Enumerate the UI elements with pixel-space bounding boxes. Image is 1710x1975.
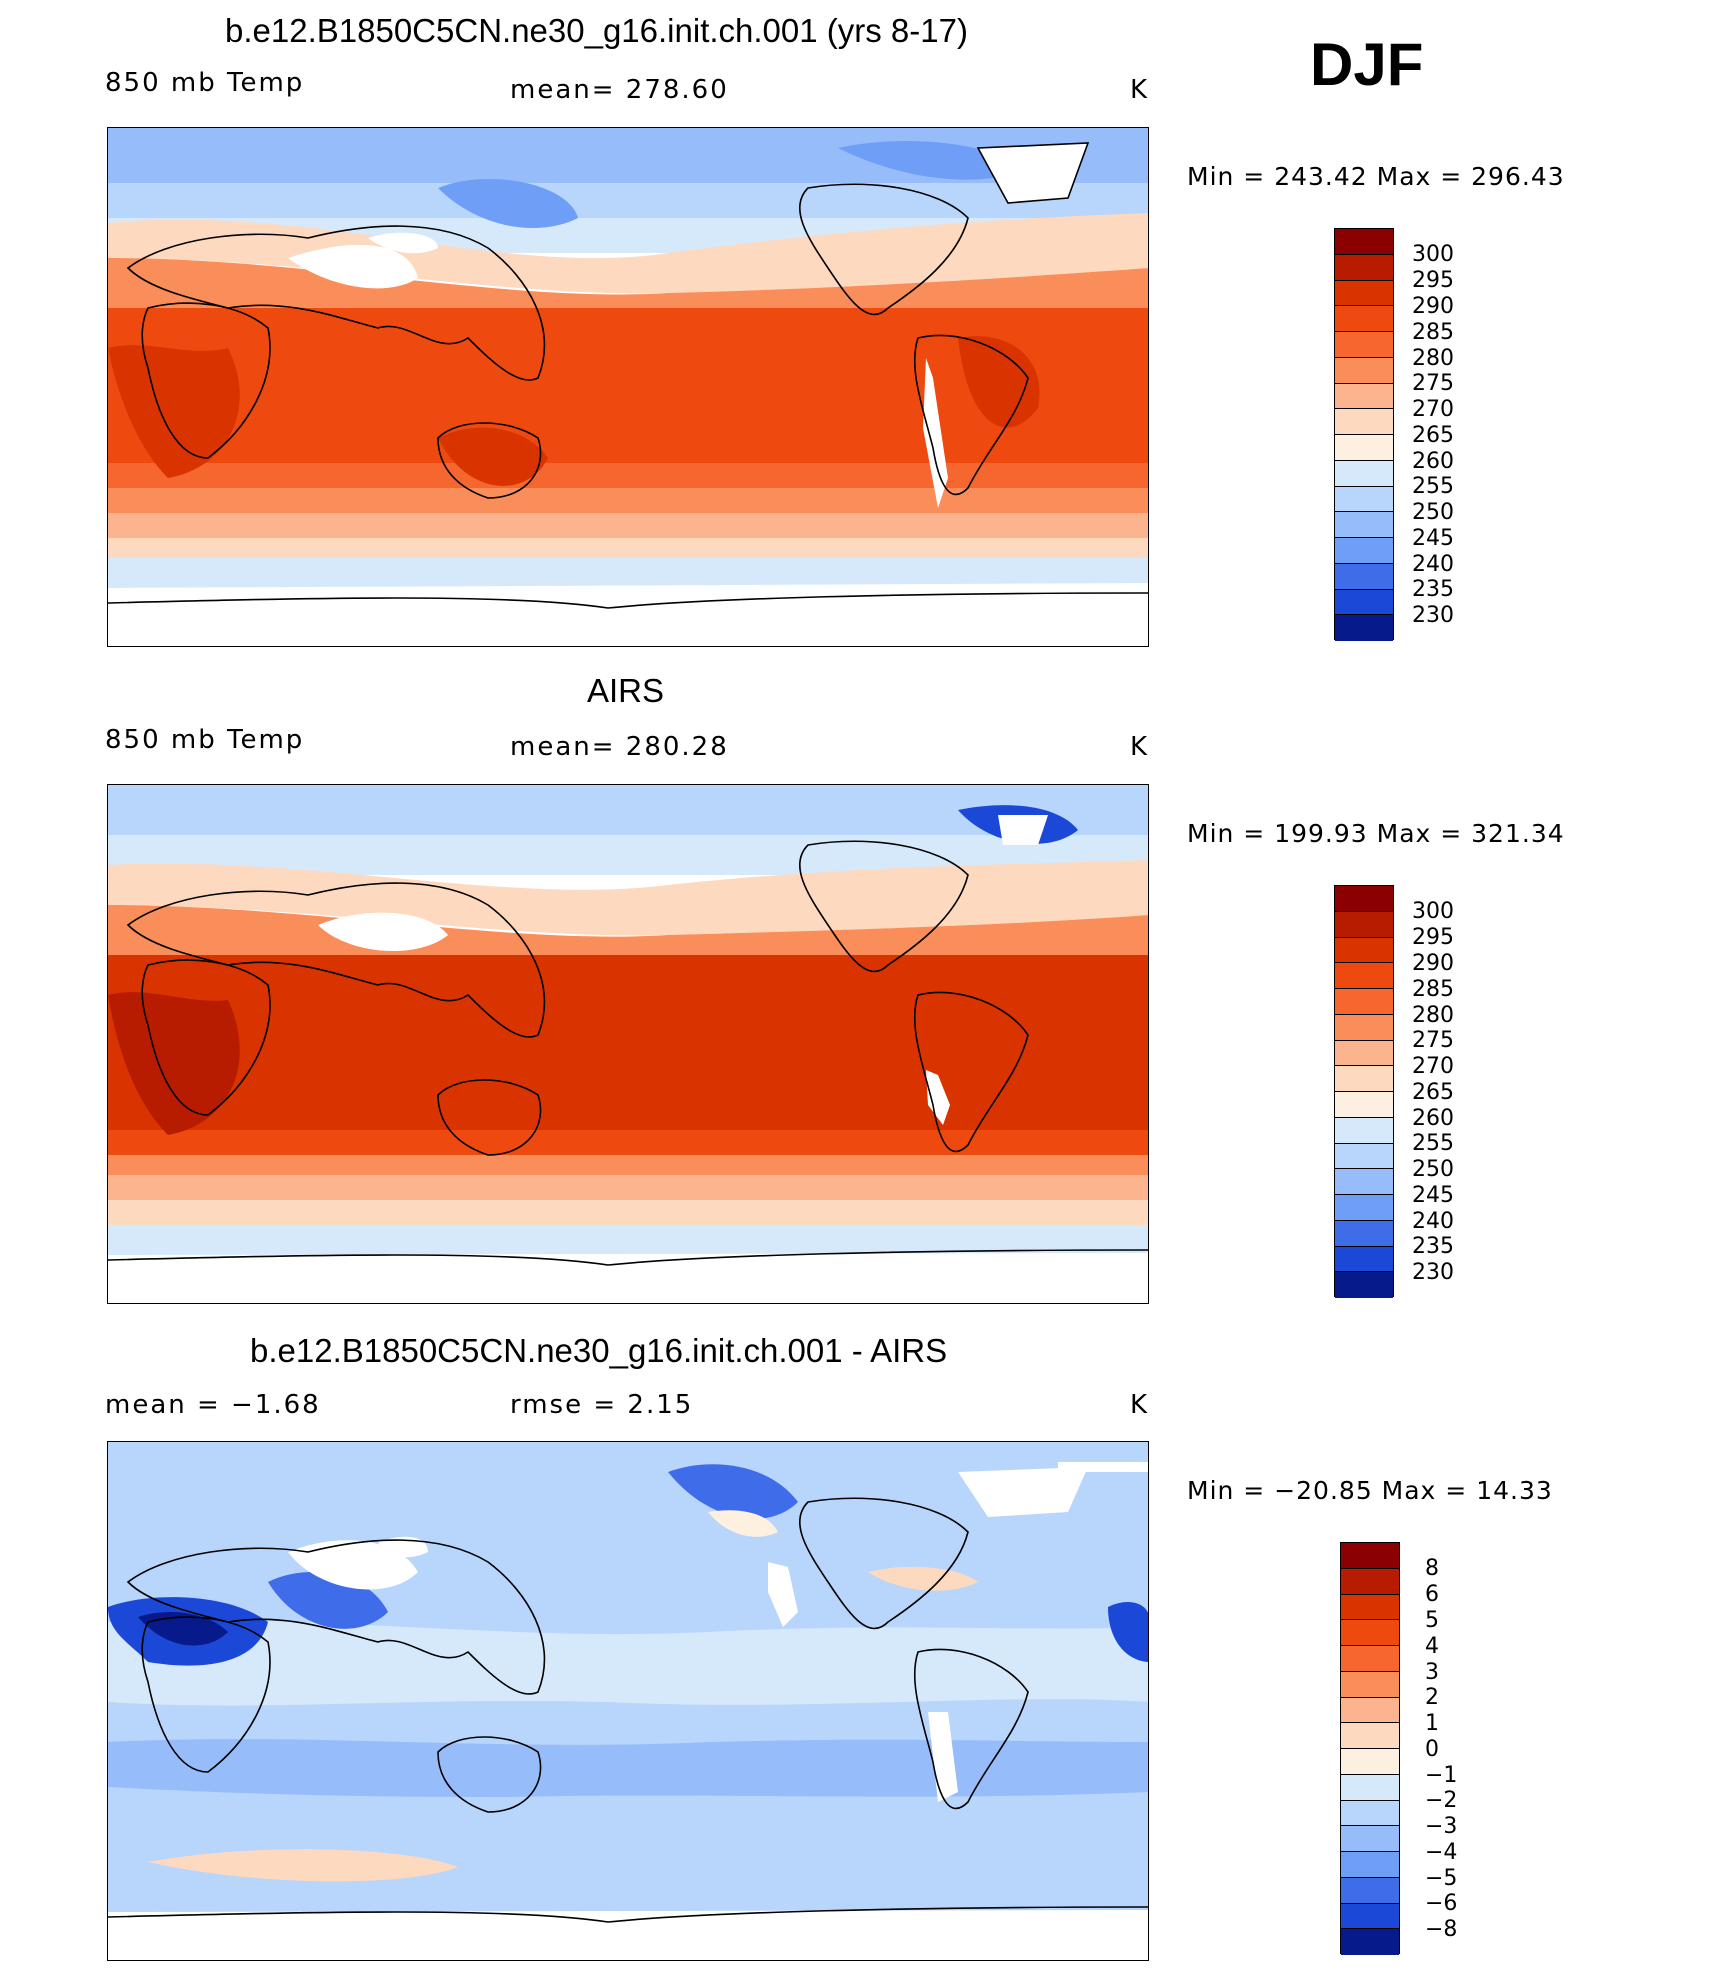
colorbar-tick: 5 (1425, 1608, 1439, 1633)
map-panel (107, 784, 1149, 1304)
colorbar (1340, 1542, 1400, 1955)
colorbar-tick: 275 (1412, 1028, 1454, 1053)
colorbar-tick: 290 (1412, 951, 1454, 976)
panel-title: b.e12.B1850C5CN.ne30_g16.init.ch.001 - A… (250, 1332, 948, 1369)
panel-title: AIRS (587, 672, 665, 709)
colorbar-tick: 240 (1412, 1209, 1454, 1234)
colorbar-tick: −3 (1425, 1814, 1458, 1839)
colorbar-tick: −1 (1425, 1763, 1458, 1788)
colorbar-tick: 255 (1412, 1131, 1454, 1156)
colorbar-tick: 245 (1412, 526, 1454, 551)
map-panel (107, 127, 1149, 647)
colorbar-tick: 2 (1425, 1685, 1439, 1710)
temperature-map (108, 128, 1148, 646)
temperature-map (108, 785, 1148, 1303)
colorbar-tick: 235 (1412, 577, 1454, 602)
min-max-label: Min = 243.42 Max = 296.43 (1187, 162, 1565, 191)
colorbar-tick: 285 (1412, 320, 1454, 345)
colorbar-tick: −5 (1425, 1866, 1458, 1891)
colorbar-tick: 270 (1412, 1054, 1454, 1079)
mean-label: mean = −1.68 (105, 1390, 321, 1420)
mean-label: mean= 278.60 (510, 75, 729, 105)
difference-map (108, 1442, 1148, 1960)
colorbar-tick: 0 (1425, 1737, 1439, 1762)
colorbar-tick: 250 (1412, 500, 1454, 525)
colorbar-tick: 8 (1425, 1556, 1439, 1581)
colorbar-tick: 260 (1412, 449, 1454, 474)
units-label: K (1130, 75, 1150, 105)
units-label: K (1130, 732, 1150, 762)
colorbar-tick: 275 (1412, 371, 1454, 396)
min-max-label: Min = −20.85 Max = 14.33 (1187, 1476, 1553, 1505)
colorbar-tick: 265 (1412, 423, 1454, 448)
colorbar-tick: 300 (1412, 899, 1454, 924)
colorbar-tick: −6 (1425, 1891, 1458, 1916)
colorbar-tick: 280 (1412, 346, 1454, 371)
colorbar-tick: −8 (1425, 1917, 1458, 1942)
colorbar-tick: 295 (1412, 925, 1454, 950)
colorbar-tick: 250 (1412, 1157, 1454, 1182)
variable-label: 850 mb Temp (105, 725, 305, 755)
colorbar-tick: 300 (1412, 242, 1454, 267)
colorbar-tick: 290 (1412, 294, 1454, 319)
units-label: K (1130, 1390, 1150, 1420)
colorbar (1334, 228, 1394, 641)
colorbar-tick: 285 (1412, 977, 1454, 1002)
colorbar-tick: 235 (1412, 1234, 1454, 1259)
colorbar-tick: 280 (1412, 1003, 1454, 1028)
colorbar-tick: 240 (1412, 552, 1454, 577)
panel-title: b.e12.B1850C5CN.ne30_g16.init.ch.001 (yr… (225, 12, 968, 49)
colorbar-tick: 230 (1412, 1260, 1454, 1285)
rmse-label: rmse = 2.15 (510, 1390, 694, 1420)
colorbar (1334, 885, 1394, 1298)
season-label: DJF (1310, 31, 1424, 98)
colorbar-tick: 245 (1412, 1183, 1454, 1208)
colorbar-tick: 265 (1412, 1080, 1454, 1105)
colorbar-tick: 270 (1412, 397, 1454, 422)
colorbar-tick: 255 (1412, 474, 1454, 499)
colorbar-tick: −2 (1425, 1788, 1458, 1813)
variable-label: 850 mb Temp (105, 68, 305, 98)
colorbar-tick: 230 (1412, 603, 1454, 628)
colorbar-tick: 1 (1425, 1711, 1439, 1736)
mean-label: mean= 280.28 (510, 732, 729, 762)
colorbar-tick: 295 (1412, 268, 1454, 293)
colorbar-tick: 6 (1425, 1582, 1439, 1607)
min-max-label: Min = 199.93 Max = 321.34 (1187, 819, 1565, 848)
map-panel (107, 1441, 1149, 1961)
colorbar-tick: 4 (1425, 1634, 1439, 1659)
colorbar-tick: 3 (1425, 1660, 1439, 1685)
colorbar-tick: 260 (1412, 1106, 1454, 1131)
colorbar-tick: −4 (1425, 1840, 1458, 1865)
